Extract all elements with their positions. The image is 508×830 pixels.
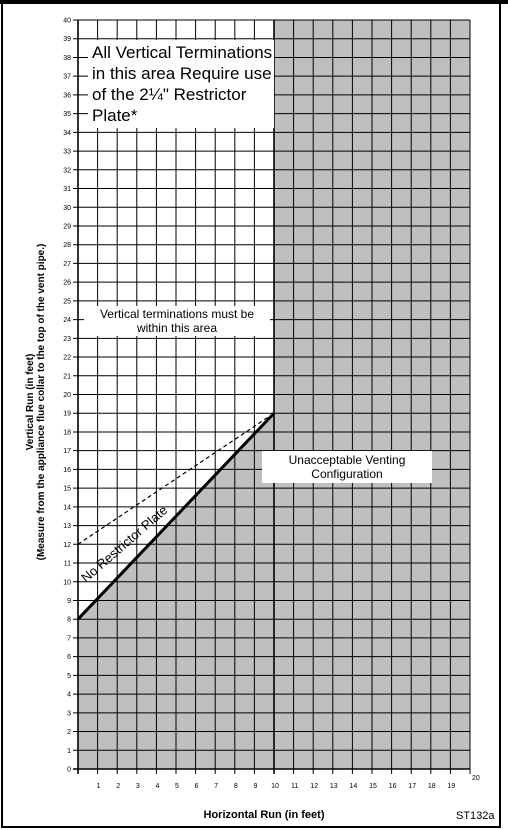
no-restrictor-plate-line [76, 412, 276, 621]
x-tick-label: 3 [136, 783, 140, 790]
y-tick-label: 40 [63, 18, 71, 25]
x-tick-label: 4 [155, 783, 159, 790]
x-tick-label: 7 [214, 783, 218, 790]
restrictor-boundary-dashed-line [77, 412, 275, 545]
x-tick-label: 1 [97, 783, 101, 790]
y-tick-label: 35 [63, 111, 71, 118]
y-tick-label: 17 [63, 448, 71, 455]
y-tick-label: 34 [63, 130, 71, 137]
x-tick-label: 6 [195, 783, 199, 790]
y-tick-label: 4 [67, 692, 71, 699]
y-tick-label: 1 [67, 748, 71, 755]
y-tick-label: 23 [63, 336, 71, 343]
y-tick-label: 24 [63, 317, 71, 324]
y-tick-label: 21 [63, 373, 71, 380]
y-tick-label: 28 [63, 242, 71, 249]
y-axis-title: Vertical Run (in feet) (Measure from the… [25, 244, 47, 561]
y-tick-label: 0 [67, 767, 71, 774]
x-axis-title: Horizontal Run (in feet) [204, 809, 325, 821]
y-tick-label: 2 [67, 729, 71, 736]
x-tick-label: 13 [330, 783, 338, 790]
y-tick-label: 9 [67, 598, 71, 605]
y-tick-label: 13 [63, 523, 71, 530]
y-tick-label: 10 [63, 579, 71, 586]
x-tick-label: 15 [369, 783, 377, 790]
y-tick-label: 7 [67, 635, 71, 642]
y-tick-label: 33 [63, 149, 71, 156]
y-tick-label: 25 [63, 298, 71, 305]
y-tick-label: 22 [63, 355, 71, 362]
y-tick-label: 19 [63, 411, 71, 418]
y-tick-label: 37 [63, 74, 71, 81]
x-tick-label: 12 [310, 783, 318, 790]
y-tick-label: 3 [67, 710, 71, 717]
y-tick-label: 36 [63, 92, 71, 99]
x-tick-label: 18 [428, 783, 436, 790]
y-tick-label: 31 [63, 186, 71, 193]
x-tick-label: 11 [291, 783, 298, 790]
y-tick-label: 15 [63, 486, 71, 493]
y-tick-label: 12 [63, 542, 71, 549]
y-tick-labels: 0123456789101112131415161718192021222324… [63, 18, 71, 774]
unacceptable-config-note: Unacceptable Venting Configuration [262, 451, 432, 483]
chart-lines [76, 412, 276, 621]
y-tick-label: 8 [67, 617, 71, 624]
x-tick-label: 5 [175, 783, 179, 790]
x-tick-label: 8 [234, 783, 238, 790]
x-tick-label: 9 [253, 783, 257, 790]
y-tick-label: 5 [67, 673, 71, 680]
x-tick-label: 17 [408, 783, 416, 790]
y-tick-label: 32 [63, 167, 71, 174]
y-tick-label: 26 [63, 280, 71, 287]
x-tick-label: 20 [472, 775, 480, 782]
vertical-terminations-note: Vertical terminations must be within thi… [84, 306, 270, 336]
x-tick-label: 2 [116, 783, 120, 790]
y-tick-label: 27 [63, 261, 71, 268]
x-tick-label: 14 [350, 783, 358, 790]
chart-grid [73, 19, 471, 774]
restrictor-plate-note: All Vertical Terminations in this area R… [88, 40, 274, 128]
y-tick-label: 18 [63, 429, 71, 436]
y-tick-label: 14 [63, 504, 71, 511]
y-tick-label: 39 [63, 36, 71, 43]
x-tick-label: 10 [271, 783, 279, 790]
y-tick-label: 16 [63, 467, 71, 474]
x-tick-label: 19 [448, 783, 456, 790]
y-tick-label: 29 [63, 223, 71, 230]
y-tick-label: 30 [63, 205, 71, 212]
x-tick-label: 16 [389, 783, 397, 790]
y-tick-label: 38 [63, 55, 71, 62]
figure-id: ST132a [456, 810, 495, 822]
y-axis-title-line-1: Vertical Run (in feet) [25, 354, 36, 451]
y-tick-label: 11 [64, 561, 71, 568]
y-tick-label: 20 [63, 392, 71, 399]
y-tick-label: 6 [67, 654, 71, 661]
y-axis-title-line-2: (Measure from the appliance flue collar … [36, 244, 47, 561]
